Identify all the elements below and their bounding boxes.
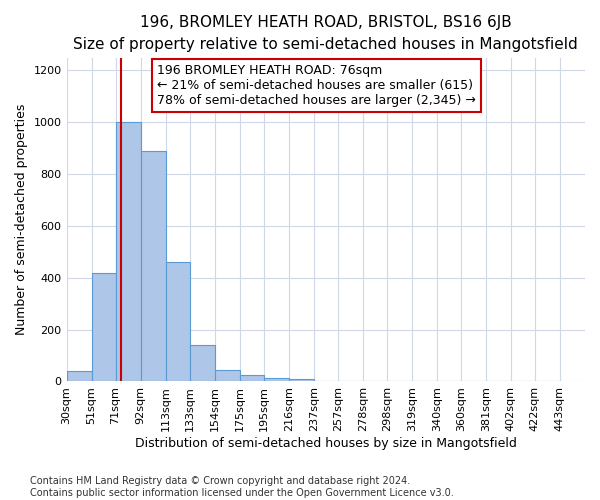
Bar	[116, 122, 140, 382]
Bar	[240, 375, 263, 382]
Text: 196 BROMLEY HEATH ROAD: 76sqm
← 21% of semi-detached houses are smaller (615)
78: 196 BROMLEY HEATH ROAD: 76sqm ← 21% of s…	[157, 64, 476, 107]
Title: 196, BROMLEY HEATH ROAD, BRISTOL, BS16 6JB
Size of property relative to semi-det: 196, BROMLEY HEATH ROAD, BRISTOL, BS16 6…	[73, 15, 578, 52]
X-axis label: Distribution of semi-detached houses by size in Mangotsfield: Distribution of semi-detached houses by …	[135, 437, 517, 450]
Bar	[263, 378, 289, 382]
Bar	[67, 371, 92, 382]
Bar	[92, 272, 116, 382]
Bar	[215, 370, 240, 382]
Bar	[166, 262, 190, 382]
Bar	[190, 345, 215, 382]
Text: Contains HM Land Registry data © Crown copyright and database right 2024.
Contai: Contains HM Land Registry data © Crown c…	[30, 476, 454, 498]
Y-axis label: Number of semi-detached properties: Number of semi-detached properties	[15, 104, 28, 335]
Bar	[140, 151, 166, 382]
Bar	[289, 379, 314, 382]
